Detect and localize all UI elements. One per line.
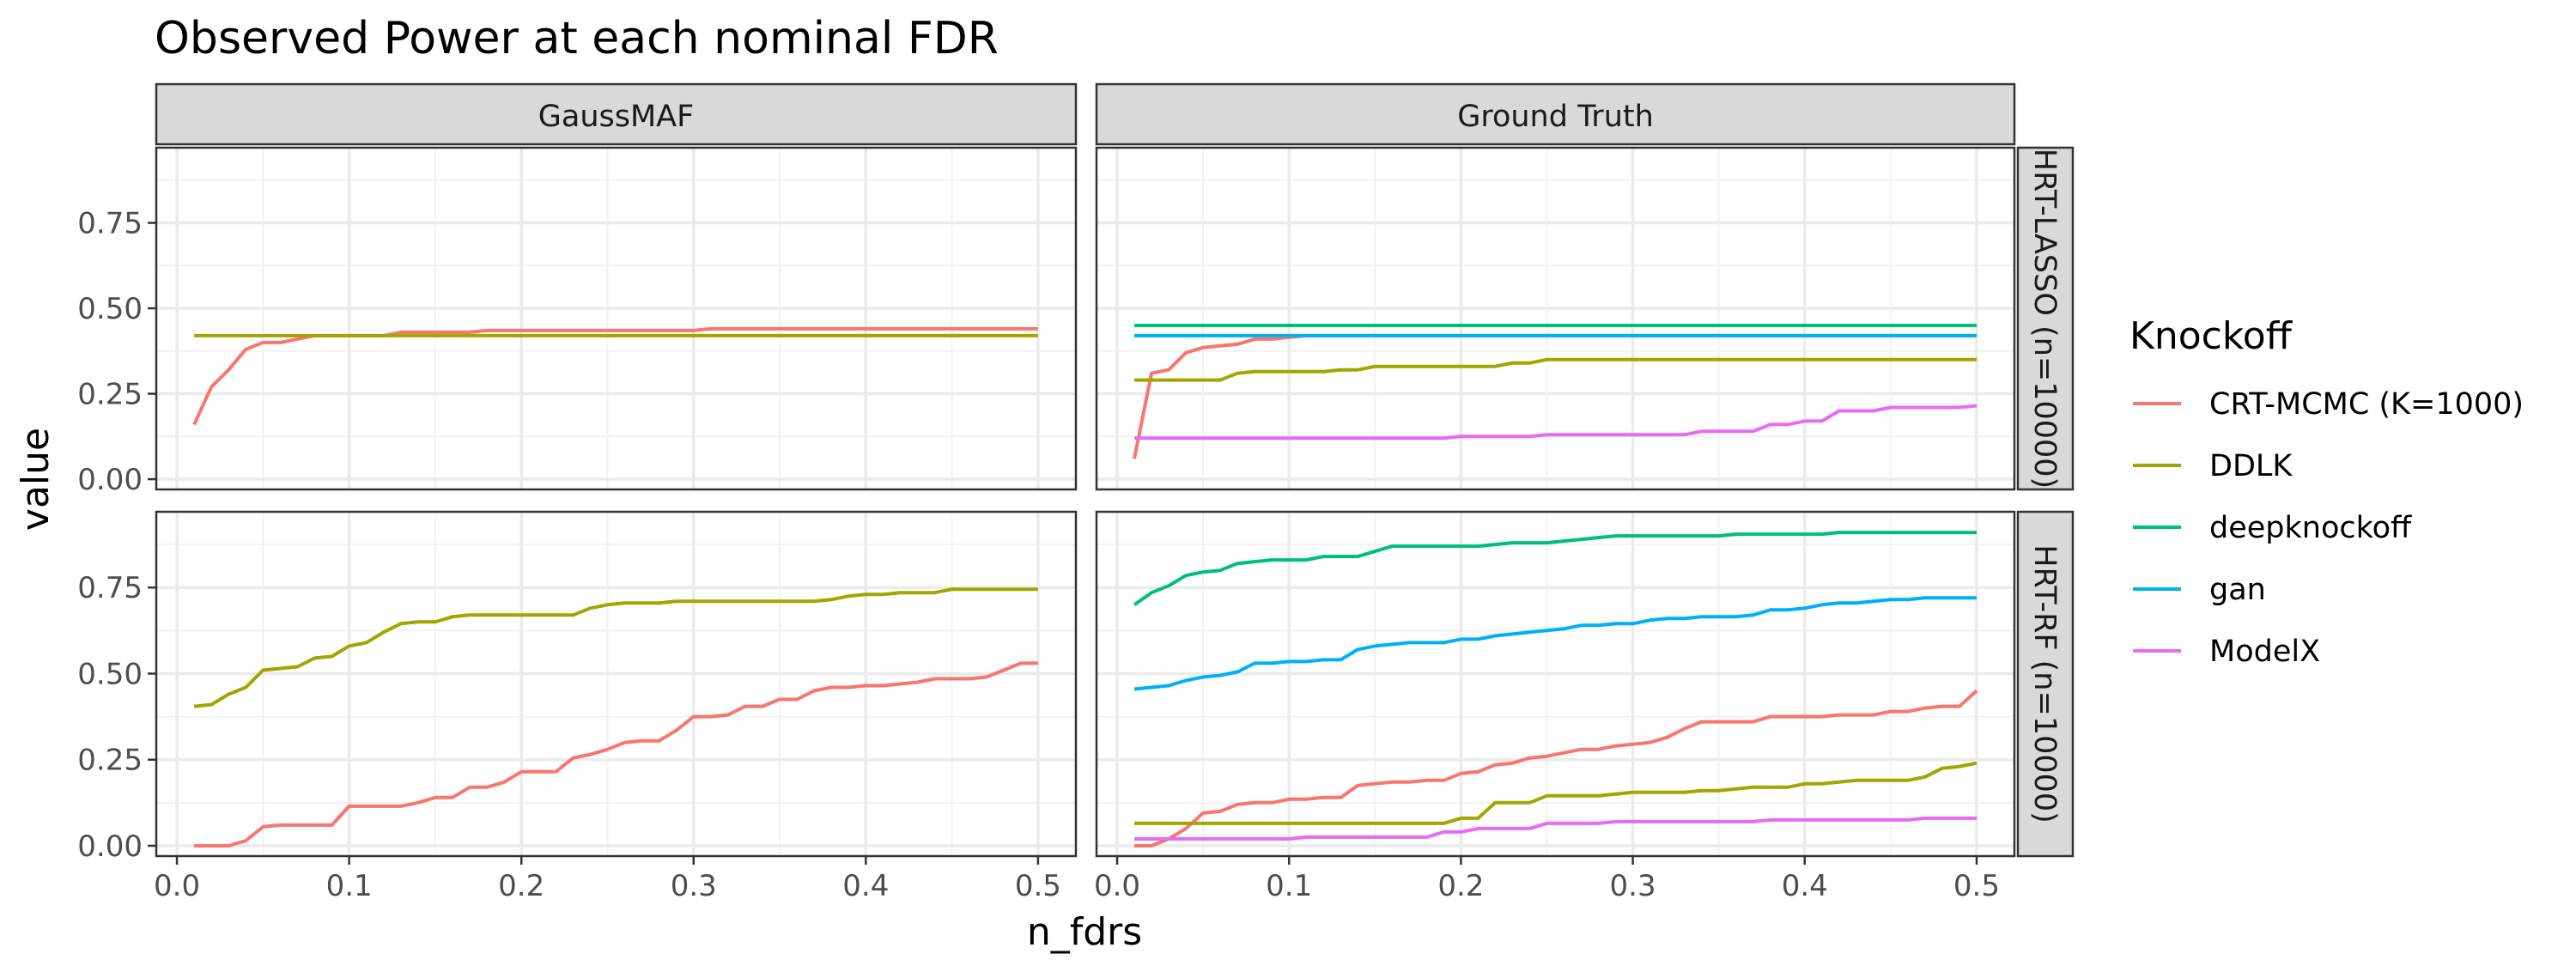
series-line-ddlk bbox=[1134, 357, 1977, 382]
legend-item: ModelX bbox=[2133, 635, 2320, 669]
x-tick-label: 0.3 bbox=[671, 869, 717, 903]
panel-background bbox=[1097, 512, 2014, 856]
x-tick-label: 0.1 bbox=[326, 869, 373, 903]
x-tick-label: 0.4 bbox=[842, 869, 889, 903]
column-strip: GaussMAF bbox=[155, 82, 1078, 146]
legend-label: gan bbox=[2209, 573, 2266, 607]
panel-ground-truth-hrt-lasso bbox=[1095, 146, 2016, 491]
series-line-modelx bbox=[1134, 404, 1978, 440]
legend-item: CRT-MCMC (K=1000) bbox=[2133, 387, 2524, 422]
panel-background bbox=[156, 512, 1076, 856]
series-line-gan bbox=[1133, 596, 1977, 691]
y-axis-title: value bbox=[14, 428, 58, 531]
row-strip-label: HRT-RF (n=10000) bbox=[2027, 544, 2062, 823]
panel-background bbox=[1097, 148, 2014, 489]
y-tick-label: 0.75 bbox=[77, 207, 143, 241]
y-tick-label: 0.50 bbox=[77, 657, 143, 691]
x-tick-label: 0.1 bbox=[1266, 869, 1312, 903]
strip-background bbox=[1095, 82, 2016, 146]
panel-gaussmaf-hrt-rf bbox=[155, 510, 1078, 858]
x-tick-label: 0.3 bbox=[1610, 869, 1656, 903]
row-strip: HRT-RF (n=10000) bbox=[2016, 510, 2075, 858]
panel-border bbox=[1095, 510, 2016, 858]
legend-label: CRT-MCMC (K=1000) bbox=[2209, 387, 2524, 422]
strip-background bbox=[155, 82, 1078, 146]
strip-background bbox=[2016, 510, 2075, 858]
column-strip-label: Ground Truth bbox=[1457, 100, 1654, 134]
series-line-crt-mcmc-k-1000 bbox=[194, 661, 1038, 848]
series-line-deepknockoff bbox=[1133, 531, 1977, 606]
y-tick-label: 0.00 bbox=[77, 829, 143, 864]
row-strip: HRT-LASSO (n=10000) bbox=[2016, 146, 2075, 491]
panel-border bbox=[155, 510, 1078, 858]
legend-label: deepknockoff bbox=[2209, 511, 2412, 545]
legend-label: ModelX bbox=[2209, 635, 2320, 669]
x-tick-label: 0.2 bbox=[1437, 869, 1484, 903]
series-line-ddlk bbox=[193, 587, 1038, 708]
column-strip: Ground Truth bbox=[1095, 82, 2016, 146]
panel-border bbox=[155, 146, 1078, 491]
legend-title: Knockoff bbox=[2129, 314, 2293, 358]
panel-ground-truth-hrt-rf bbox=[1095, 510, 2016, 858]
legend-item: deepknockoff bbox=[2133, 511, 2412, 545]
x-tick-label: 0.2 bbox=[498, 869, 544, 903]
x-tick-label: 0.5 bbox=[1953, 869, 2000, 903]
y-tick-label: 0.25 bbox=[77, 378, 143, 412]
x-tick-label: 0.4 bbox=[1782, 869, 1828, 903]
row-strip-label: HRT-LASSO (n=10000) bbox=[2027, 149, 2062, 489]
column-strip-label: GaussMAF bbox=[538, 100, 695, 134]
x-tick-label: 0.0 bbox=[1094, 869, 1140, 903]
chart-title: Observed Power at each nominal FDR bbox=[155, 13, 999, 64]
legend: Knockoff CRT-MCMC (K=1000) DDLK deepknockof… bbox=[2129, 314, 2524, 669]
legend-label: DDLK bbox=[2209, 449, 2293, 483]
legend-item: gan bbox=[2133, 573, 2266, 607]
x-axis-title: n_fdrs bbox=[1027, 910, 1142, 954]
x-tick-label: 0.0 bbox=[154, 869, 200, 903]
y-tick-label: 0.50 bbox=[77, 292, 143, 326]
y-tick-label: 0.75 bbox=[77, 571, 143, 605]
y-tick-label: 0.25 bbox=[77, 744, 143, 778]
y-tick-label: 0.00 bbox=[77, 463, 143, 497]
series-line-modelx bbox=[1134, 816, 1977, 841]
panel-border bbox=[1095, 146, 2016, 491]
panel-background bbox=[156, 148, 1076, 489]
series-line-crt-mcmc-k-1000 bbox=[1134, 690, 1978, 848]
panel-gaussmaf-hrt-lasso bbox=[155, 146, 1078, 491]
strip-background bbox=[2016, 146, 2075, 491]
x-tick-label: 0.5 bbox=[1015, 869, 1061, 903]
series-line-ddlk bbox=[1134, 761, 1978, 825]
legend-item: DDLK bbox=[2133, 449, 2293, 483]
